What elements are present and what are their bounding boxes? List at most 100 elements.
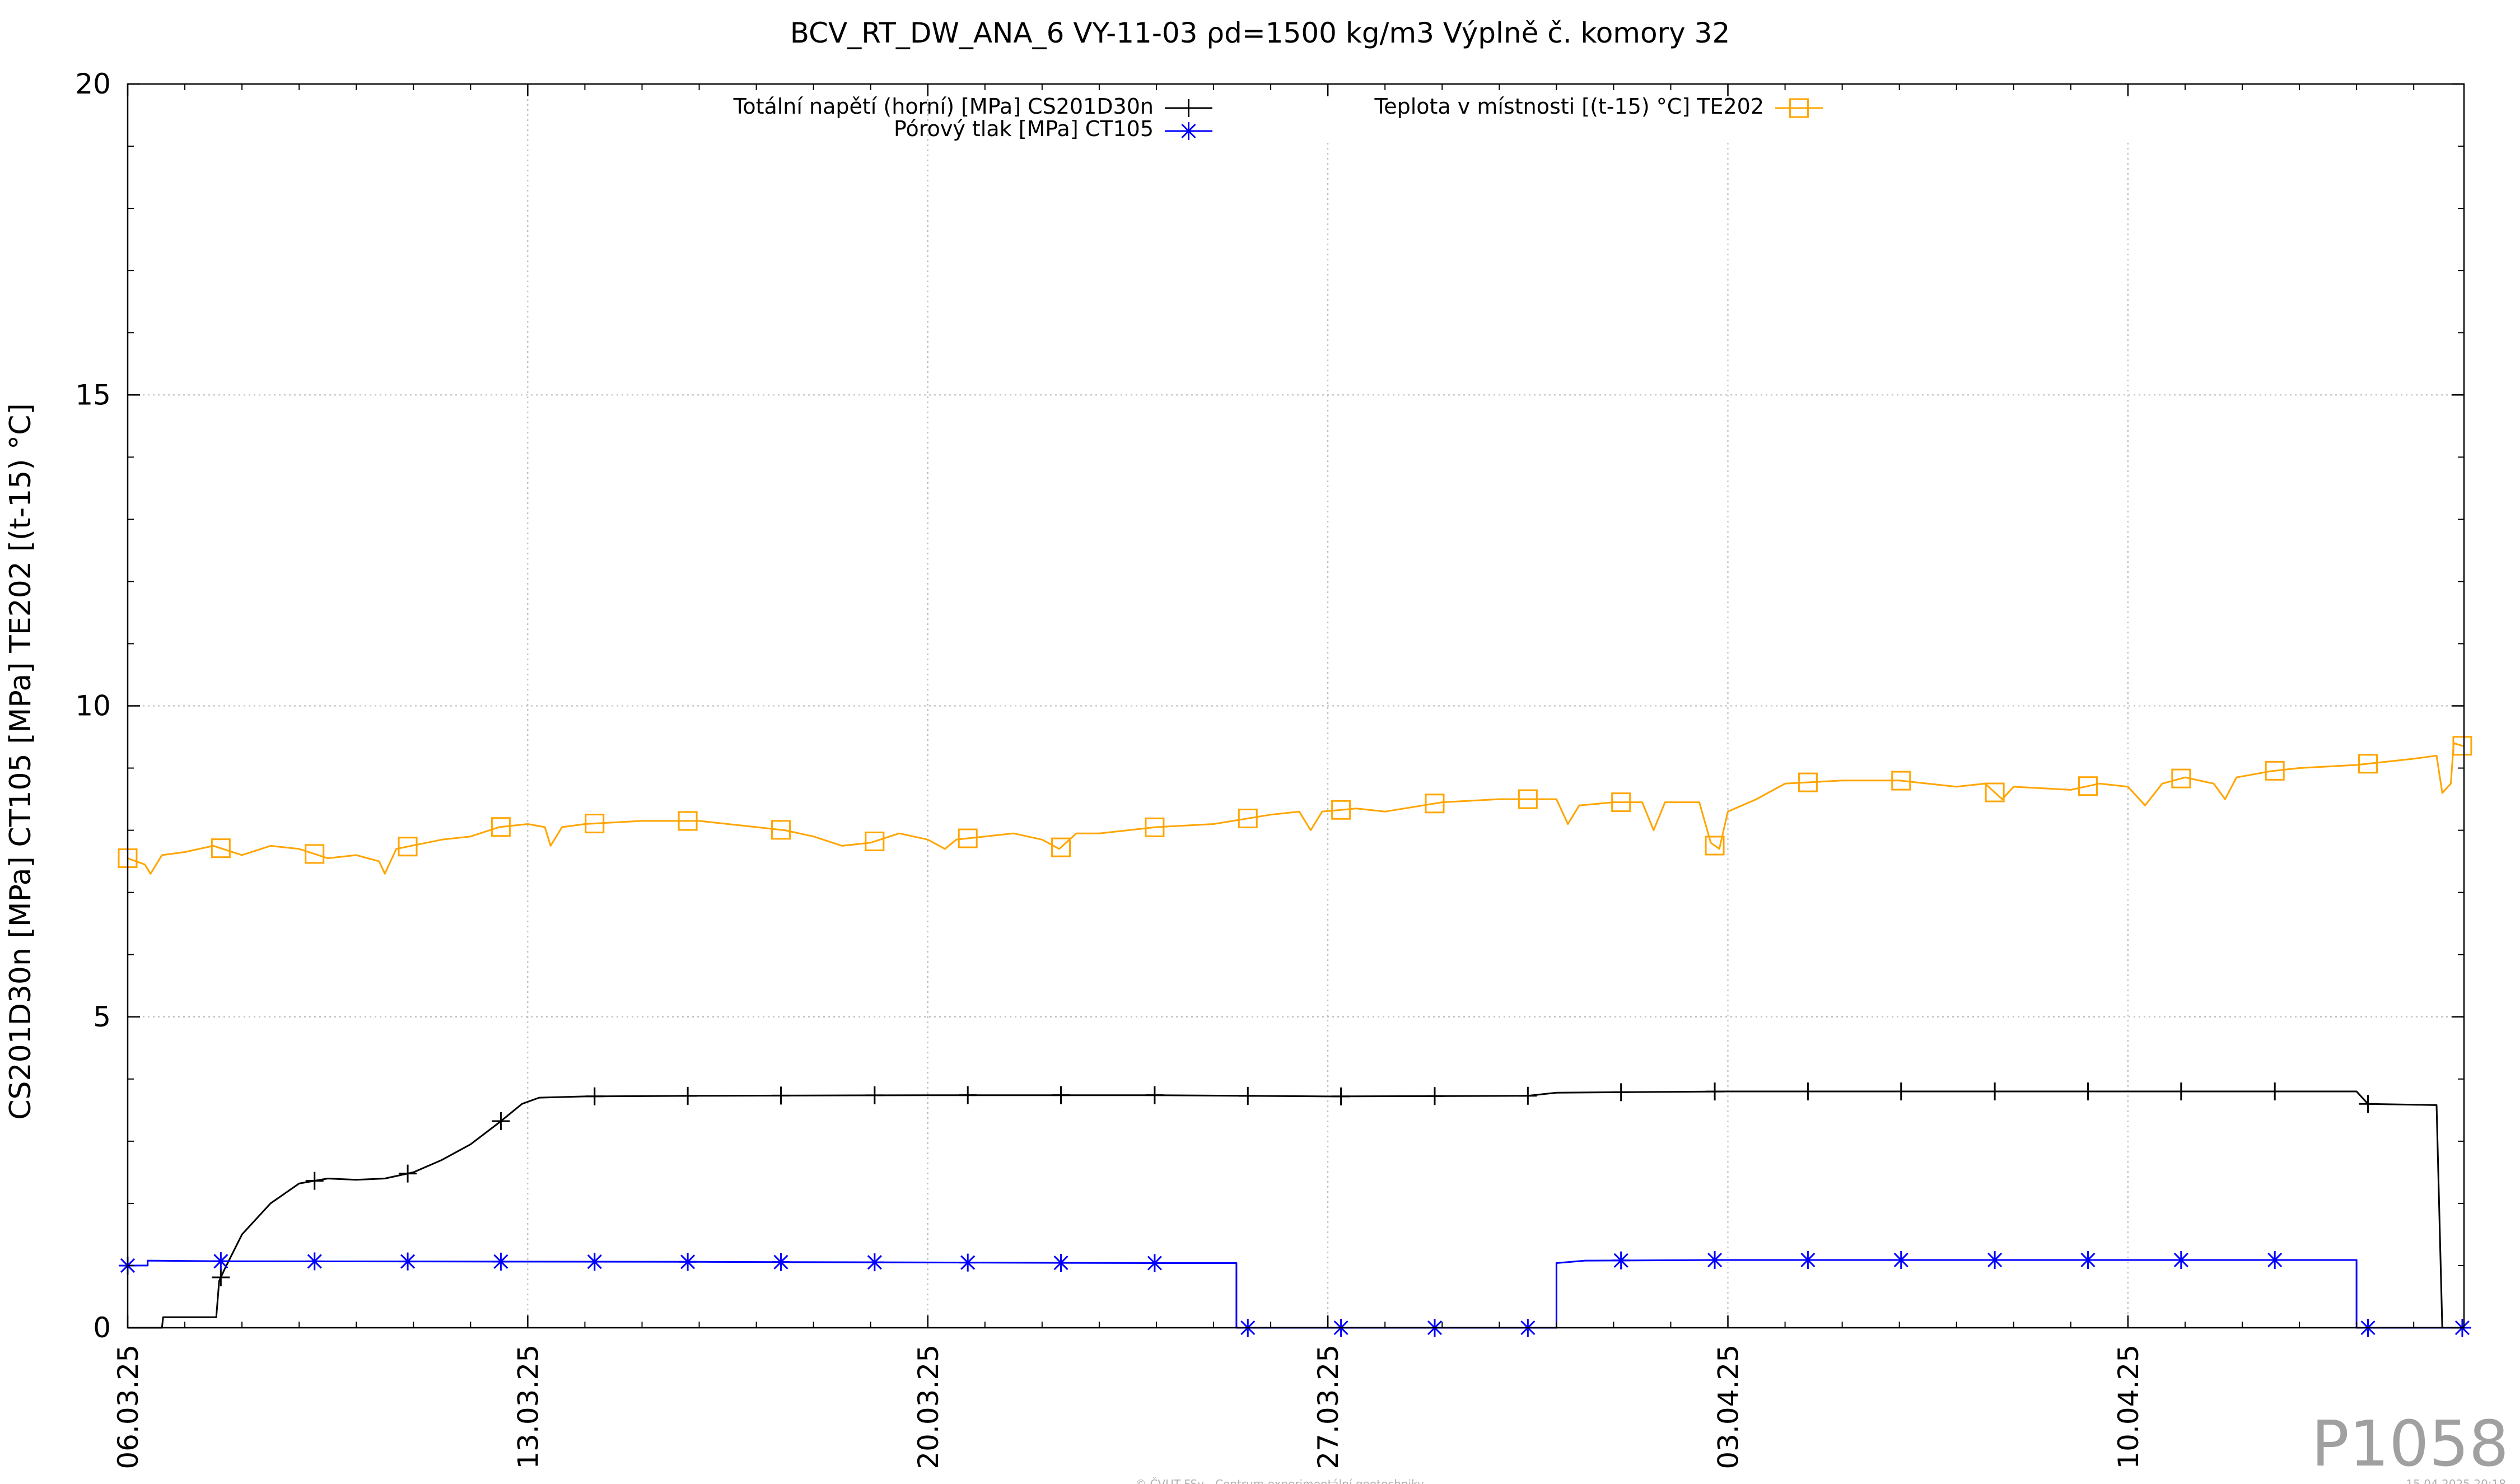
data-point-marker	[772, 1086, 790, 1105]
chart-title: BCV_RT_DW_ANA_6 VY-11-03 ρd=1500 kg/m3 V…	[790, 17, 1730, 49]
data-point-marker	[211, 838, 231, 858]
data-point-marker	[958, 828, 978, 848]
data-point-marker	[492, 1112, 510, 1131]
data-point-marker	[305, 844, 325, 864]
data-point-marker	[678, 811, 698, 831]
data-point-marker	[679, 1086, 697, 1105]
series-layer	[118, 736, 2472, 1337]
data-point-marker	[399, 1164, 417, 1183]
data-point-marker	[1611, 792, 1631, 813]
data-point-marker	[585, 1253, 604, 1271]
data-point-marker	[1892, 1082, 1910, 1101]
x-tick-label: 03.04.25	[1712, 1345, 1745, 1469]
x-tick-label: 13.03.25	[512, 1345, 544, 1469]
data-point-marker	[1052, 1086, 1070, 1104]
data-point-marker	[1518, 789, 1538, 809]
data-point-marker	[1519, 1086, 1537, 1105]
legend-label: Totální napětí (horní) [MPa] CS201D30n	[733, 94, 1154, 119]
data-point-marker	[212, 1252, 230, 1271]
data-point-marker	[959, 1086, 977, 1104]
footer-credit: © ČVUT FSv - Centrum experimentální geot…	[1135, 1477, 1424, 1484]
legend-label: Pórový tlak [MPa] CT105	[894, 116, 1154, 141]
data-point-marker	[1145, 817, 1165, 837]
data-point-marker	[398, 837, 418, 857]
y-tick-label: 15	[75, 379, 111, 411]
data-point-marker	[399, 1252, 417, 1271]
data-point-marker	[1332, 1087, 1350, 1105]
x-tick-label: 27.03.25	[1312, 1345, 1345, 1469]
y-tick-label: 20	[75, 68, 111, 100]
data-point-marker	[2358, 754, 2378, 774]
x-tick-label: 06.03.25	[112, 1345, 144, 1469]
data-point-marker	[865, 831, 885, 851]
data-point-marker	[2452, 736, 2472, 756]
legend-label: Teplota v místnosti [(t-15) °C] TE202	[1374, 94, 1764, 119]
data-point-marker	[2266, 1250, 2284, 1269]
data-point-marker	[1425, 794, 1445, 814]
legend-entry: Totální napětí (horní) [MPa] CS201D30n	[733, 94, 1212, 119]
data-point-marker	[2078, 776, 2098, 796]
data-point-marker	[865, 1253, 884, 1272]
data-point-marker	[1145, 1254, 1164, 1272]
axis-ticks: 0 5 10 15 20 06.03.25 13.03.25 20.03.25 27.03.25…	[75, 68, 2464, 1469]
data-point-marker	[771, 820, 791, 840]
data-point-marker	[2172, 1250, 2190, 1269]
data-point-marker	[1799, 1250, 1817, 1269]
data-point-marker	[1052, 1254, 1070, 1272]
series-line	[128, 1259, 2464, 1329]
y-tick-label: 0	[93, 1312, 111, 1344]
x-tick-label: 10.04.25	[2112, 1345, 2145, 1469]
data-point-marker	[1705, 836, 1725, 856]
series-line	[128, 1090, 2464, 1329]
data-point-marker	[1239, 1086, 1257, 1105]
data-point-marker	[1986, 1250, 2004, 1269]
grid-lines	[128, 84, 2464, 1328]
y-tick-label: 5	[93, 1001, 111, 1033]
data-point-marker	[1179, 99, 1198, 117]
series-pore-pressure	[119, 1250, 2471, 1337]
data-point-marker	[1145, 1086, 1164, 1104]
x-tick-label: 20.03.25	[912, 1345, 945, 1469]
y-tick-label: 10	[75, 690, 111, 722]
data-point-marker	[1799, 1082, 1817, 1101]
data-point-marker	[2079, 1250, 2097, 1269]
data-point-marker	[1789, 98, 1809, 118]
data-point-marker	[2171, 768, 2191, 788]
data-point-marker	[679, 1253, 697, 1271]
data-point-marker	[1986, 1082, 2004, 1101]
data-point-marker	[1425, 1087, 1444, 1105]
data-point-marker	[1891, 771, 1911, 791]
data-point-marker	[305, 1172, 324, 1190]
series-room-temperature	[118, 736, 2472, 875]
data-point-marker	[1238, 809, 1258, 829]
data-point-marker	[1612, 1083, 1630, 1102]
legend-entry: Pórový tlak [MPa] CT105	[894, 116, 1212, 141]
data-point-marker	[305, 1252, 324, 1271]
data-point-marker	[2359, 1095, 2377, 1113]
data-point-marker	[772, 1253, 790, 1271]
data-point-marker	[1331, 800, 1351, 820]
series-total-stress	[128, 1082, 2464, 1329]
data-point-marker	[1798, 772, 1818, 792]
data-point-marker	[212, 1268, 230, 1287]
data-point-marker	[959, 1253, 977, 1272]
data-point-marker	[865, 1086, 884, 1104]
data-point-marker	[2266, 1082, 2284, 1101]
data-point-marker	[1892, 1250, 1910, 1269]
data-point-marker	[1612, 1251, 1630, 1270]
data-point-marker	[1706, 1082, 1724, 1101]
data-point-marker	[1179, 122, 1198, 140]
y-axis-label: CS201D30n [MPa] CT105 [MPa] TE202 [(t-15…	[4, 403, 38, 1120]
data-point-marker	[2172, 1082, 2190, 1101]
data-point-marker	[1706, 1251, 1724, 1270]
legend: Totální napětí (horní) [MPa] CS201D30nPó…	[733, 94, 1823, 141]
legend-entry: Teplota v místnosti [(t-15) °C] TE202	[1374, 94, 1823, 119]
data-point-marker	[585, 1087, 604, 1105]
data-point-marker	[585, 814, 605, 834]
plot-id: P1058	[2311, 1408, 2509, 1481]
data-point-marker	[2079, 1082, 2097, 1101]
footer-timestamp: 15.04.2025 20:18	[2406, 1477, 2506, 1484]
series-line	[127, 742, 2465, 875]
data-point-marker	[2265, 760, 2285, 781]
